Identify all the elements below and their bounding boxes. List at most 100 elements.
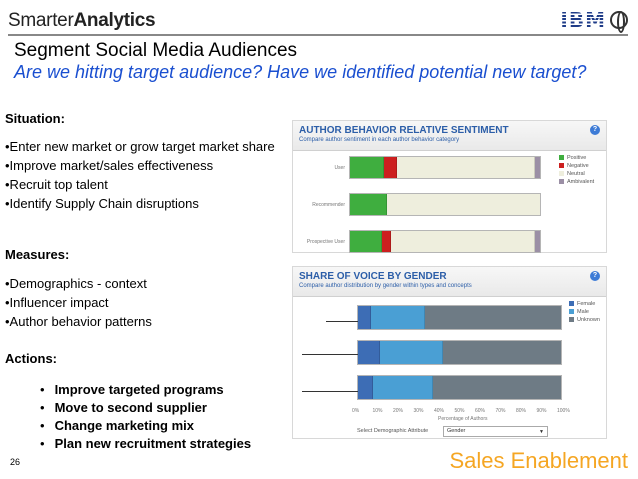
legend-item: Female <box>569 300 600 308</box>
x-tick-label: 80% <box>516 408 527 414</box>
legend-swatch <box>559 179 564 185</box>
sentiment-chart-title: AUTHOR BEHAVIOR RELATIVE SENTIMENT <box>299 125 509 136</box>
bar-segment-female <box>357 340 380 365</box>
slide-title: Segment Social Media Audiences <box>14 40 298 61</box>
situation-item: •Identify Supply Chain disruptions <box>5 196 199 211</box>
bar-segment-negative <box>381 230 392 253</box>
bar-segment-negative <box>383 156 397 179</box>
measures-label: Measures: <box>5 247 70 262</box>
help-icon[interactable]: ? <box>590 125 600 135</box>
bar-segment-male <box>371 305 425 330</box>
sentiment-panel: AUTHOR BEHAVIOR RELATIVE SENTIMENT Compa… <box>292 120 607 253</box>
bar-segment-male <box>373 375 433 400</box>
legend-label: Female <box>577 301 596 307</box>
actions-item: Improve targeted programs <box>40 381 251 399</box>
x-tick-label: 50% <box>454 408 465 414</box>
demographic-select[interactable]: Gender ▼ <box>443 426 548 437</box>
legend-item: Negative <box>559 162 594 170</box>
slide-subtitle: Are we hitting target audience? Have we … <box>14 62 587 82</box>
bar-category-label: User <box>334 164 345 171</box>
x-axis-label: Percentage of Authors <box>438 416 488 422</box>
x-tick-label: 90% <box>536 408 547 414</box>
bar-segment-female <box>357 375 374 400</box>
ibm-logo-text: IBM <box>560 8 606 32</box>
legend-item: Unknown <box>569 316 600 324</box>
chevron-down-icon: ▼ <box>539 429 544 435</box>
bar-outline <box>357 305 562 330</box>
demographic-select-label: Select Demographic Attribute <box>357 428 429 434</box>
logo-light-text: Smarter <box>8 10 74 31</box>
demographic-select-value: Gender <box>447 428 466 434</box>
actions-label: Actions: <box>5 351 57 366</box>
legend-swatch <box>559 171 564 177</box>
situation-label: Situation: <box>5 111 65 126</box>
smarter-analytics-logo: SmarterAnalytics <box>8 10 156 32</box>
bar-outline <box>349 156 541 179</box>
legend-label: Ambivalent <box>567 179 595 185</box>
legend-label: Negative <box>567 163 589 169</box>
situation-item: •Enter new market or grow target market … <box>5 139 275 154</box>
bar-outline <box>357 375 562 400</box>
sales-enablement-text: Sales Enablement <box>449 448 628 473</box>
bar-category-label: Recommender <box>312 201 345 208</box>
chart-legend: Positive Negative Neutral Ambivalent <box>559 154 594 186</box>
sentiment-chart: User Recommender Prospective User Positive N… <box>293 151 608 254</box>
bar-segment-positive <box>349 230 382 253</box>
bar-segment-female <box>357 305 372 330</box>
bar-segment-neutral <box>391 230 536 253</box>
bar-segment-neutral <box>397 156 536 179</box>
legend-label: Neutral <box>567 171 585 177</box>
x-tick-label: 40% <box>434 408 445 414</box>
x-tick-label: 70% <box>495 408 506 414</box>
sentiment-chart-subtitle: Compare author sentiment in each author … <box>299 137 460 143</box>
ibm-logo: IBM <box>560 8 628 33</box>
bar-outline <box>349 193 541 216</box>
actions-list: Improve targeted programs Move to second… <box>40 381 252 453</box>
callout-line <box>302 354 358 355</box>
callout-line <box>302 391 358 392</box>
x-tick-label: 100% <box>557 408 570 414</box>
legend-item: Positive <box>559 154 594 162</box>
bar-segment-unknown <box>432 375 562 400</box>
bar-category-label: Prospective User <box>306 238 345 245</box>
bar-segment-positive <box>349 156 384 179</box>
bar-segment-male <box>379 340 444 365</box>
legend-swatch <box>559 155 564 161</box>
bar-segment-unknown <box>443 340 562 365</box>
actions-item: Move to second supplier <box>40 399 251 417</box>
legend-label: Positive <box>567 155 587 161</box>
callout-line <box>326 321 358 322</box>
x-tick-label: 0% <box>352 408 360 414</box>
legend-swatch <box>569 317 574 323</box>
situation-item: •Improve market/sales effectiveness <box>5 158 214 173</box>
measures-list: •Demographics - context •Influencer impa… <box>5 276 275 333</box>
situation-item: •Recruit top talent <box>5 177 108 192</box>
x-tick-label: 10% <box>372 408 383 414</box>
measures-item: •Author behavior patterns <box>5 314 152 329</box>
header-divider <box>8 34 628 36</box>
gender-chart-subtitle: Compare author distribution by gender wi… <box>299 283 472 289</box>
legend-swatch <box>559 163 564 169</box>
bar-outline <box>349 230 541 253</box>
measures-item: •Demographics - context <box>5 276 147 291</box>
x-tick-label: 30% <box>413 408 424 414</box>
gender-panel-header: SHARE OF VOICE BY GENDER Compare author … <box>293 267 606 297</box>
legend-item: Ambivalent <box>559 178 594 186</box>
legend-swatch <box>569 309 574 315</box>
situation-list: •Enter new market or grow target market … <box>5 139 275 215</box>
gender-chart: Female Male Unknown 0% 10% 20% 30% 40% 50% 60% 70%… <box>293 297 608 440</box>
bar-outline <box>357 340 562 365</box>
page-number: 26 <box>10 457 21 467</box>
legend-item: Neutral <box>559 170 594 178</box>
sentiment-panel-header: AUTHOR BEHAVIOR RELATIVE SENTIMENT Compa… <box>293 121 606 151</box>
x-tick-label: 20% <box>393 408 404 414</box>
legend-label: Unknown <box>577 317 600 323</box>
measures-item: •Influencer impact <box>5 295 109 310</box>
globe-icon <box>610 11 628 33</box>
logo-bold-text: Analytics <box>73 10 156 31</box>
gender-chart-title: SHARE OF VOICE BY GENDER <box>299 271 447 282</box>
legend-item: Male <box>569 308 600 316</box>
actions-item: Change marketing mix <box>40 417 251 435</box>
bar-segment-positive <box>349 193 388 216</box>
help-icon[interactable]: ? <box>590 271 600 281</box>
